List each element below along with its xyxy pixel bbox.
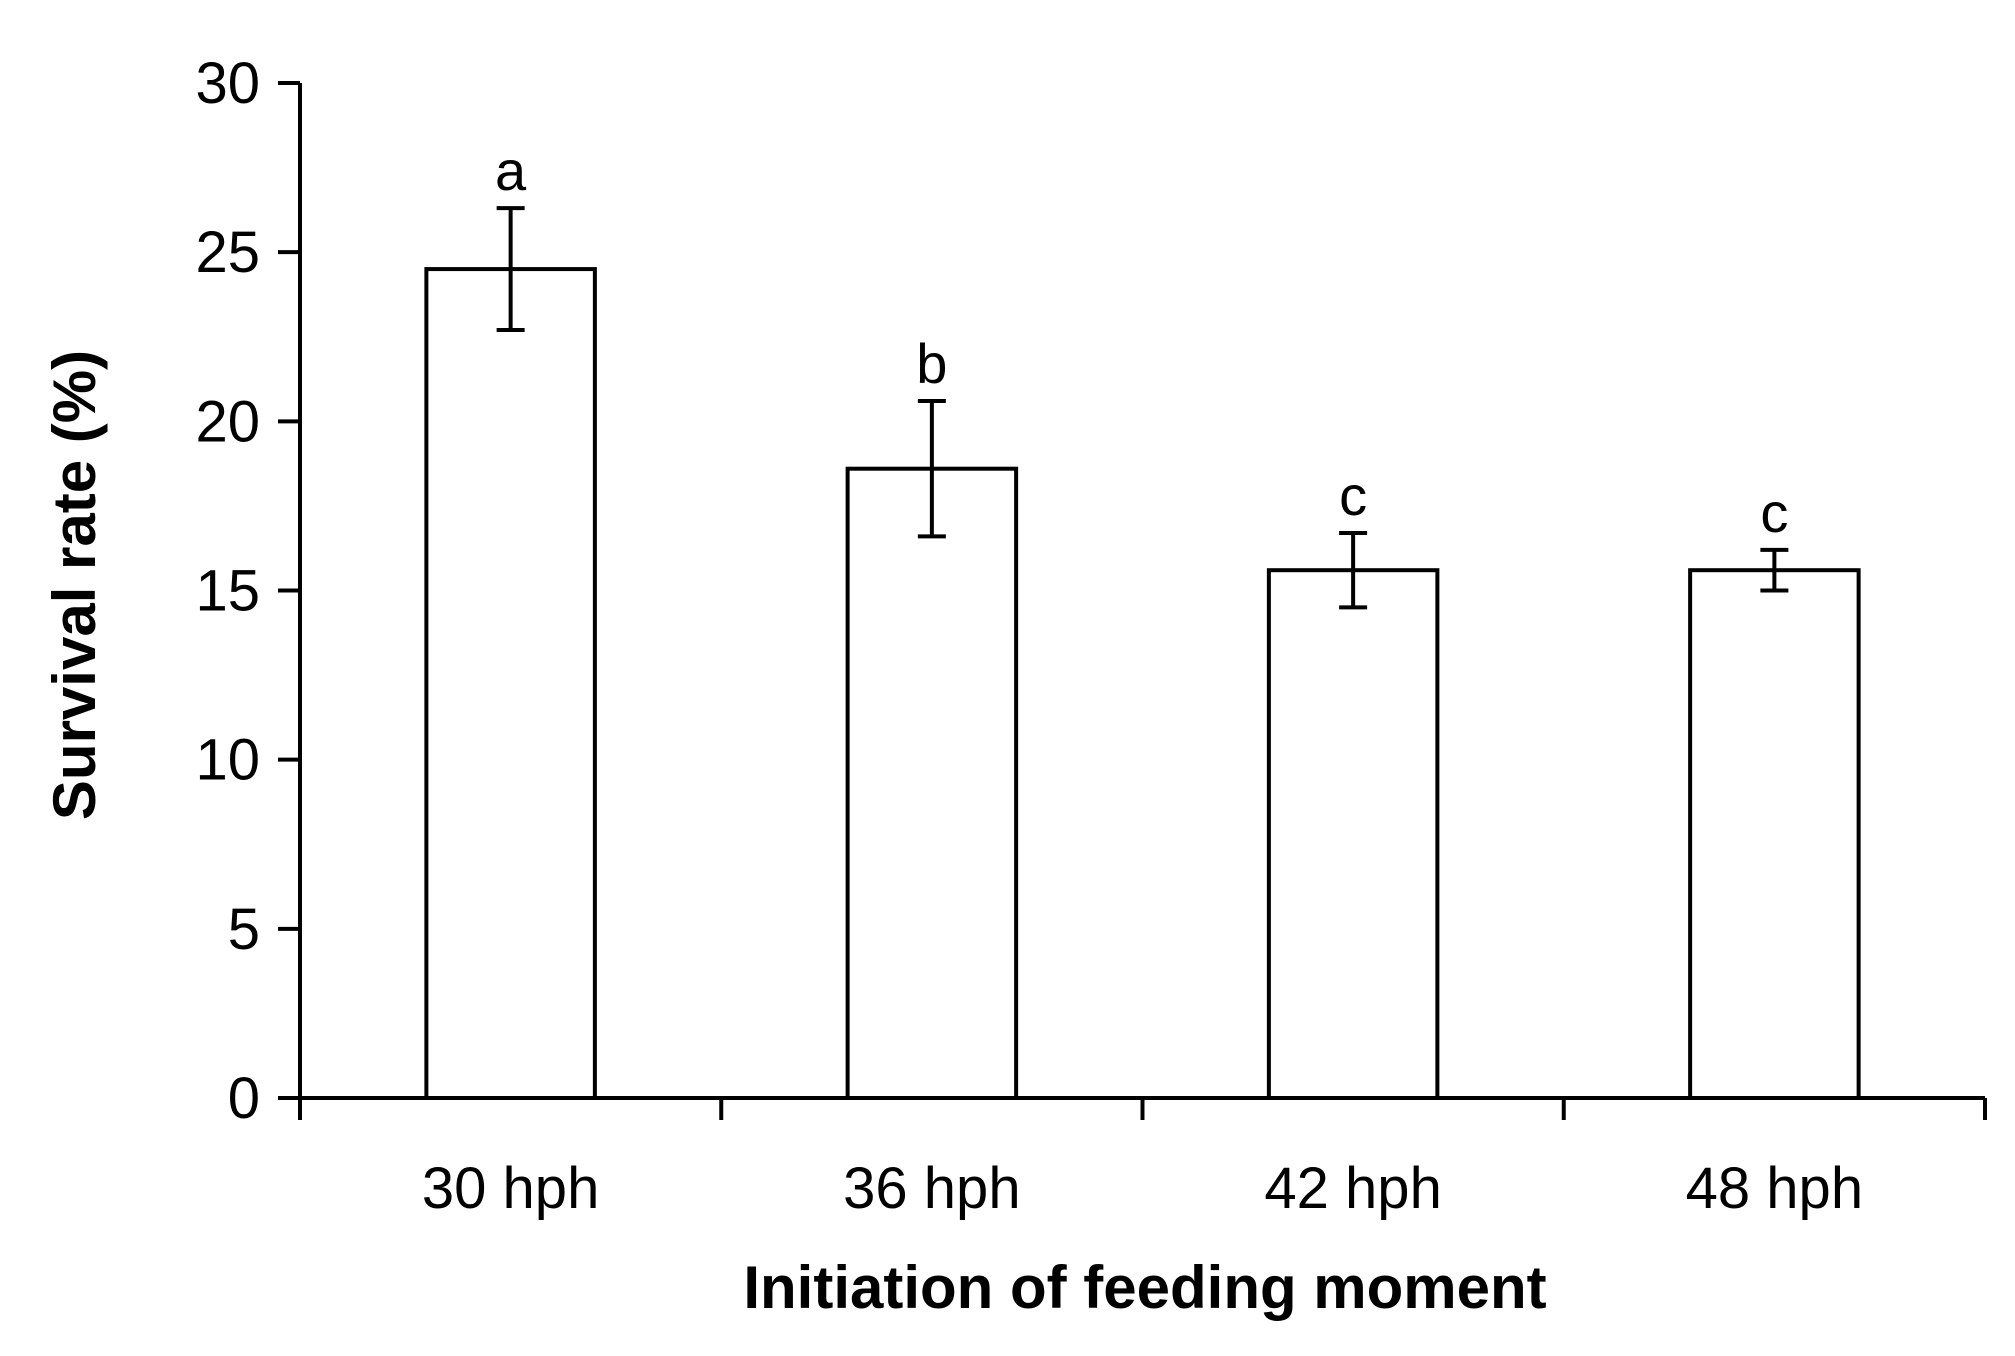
bar-42-hph (1266, 568, 1440, 1100)
labels: 0 5 10 15 20 25 30 a 30 hph b 36 hph c 42 hph c 48 hph (195, 51, 1863, 1221)
y-axis-title: Survival rate (%) (41, 350, 108, 820)
significance-letter: b (916, 332, 947, 395)
y-tick-label: 15 (195, 559, 260, 624)
bars (424, 206, 1861, 1101)
x-axis-title: Initiation of feeding moment (743, 1254, 1546, 1321)
bar-36-hph (845, 466, 1019, 1100)
bar-30-hph (424, 267, 597, 1101)
y-tick-label: 5 (228, 897, 260, 962)
y-tick-label: 20 (195, 389, 260, 454)
x-tick-label: 48 hph (1686, 1156, 1863, 1221)
x-tick-label: 36 hph (843, 1156, 1020, 1221)
bar-48-hph (1688, 568, 1861, 1100)
y-tick-label: 0 (228, 1066, 260, 1131)
y-tick-label: 25 (195, 220, 260, 285)
x-tick-label: 30 hph (422, 1156, 599, 1221)
significance-letter: c (1339, 464, 1367, 527)
y-tick-label: 30 (195, 51, 260, 116)
y-tick-label: 10 (195, 728, 260, 793)
x-tick-label: 42 hph (1264, 1156, 1441, 1221)
significance-letter: c (1760, 481, 1788, 544)
significance-letter: a (495, 139, 527, 202)
